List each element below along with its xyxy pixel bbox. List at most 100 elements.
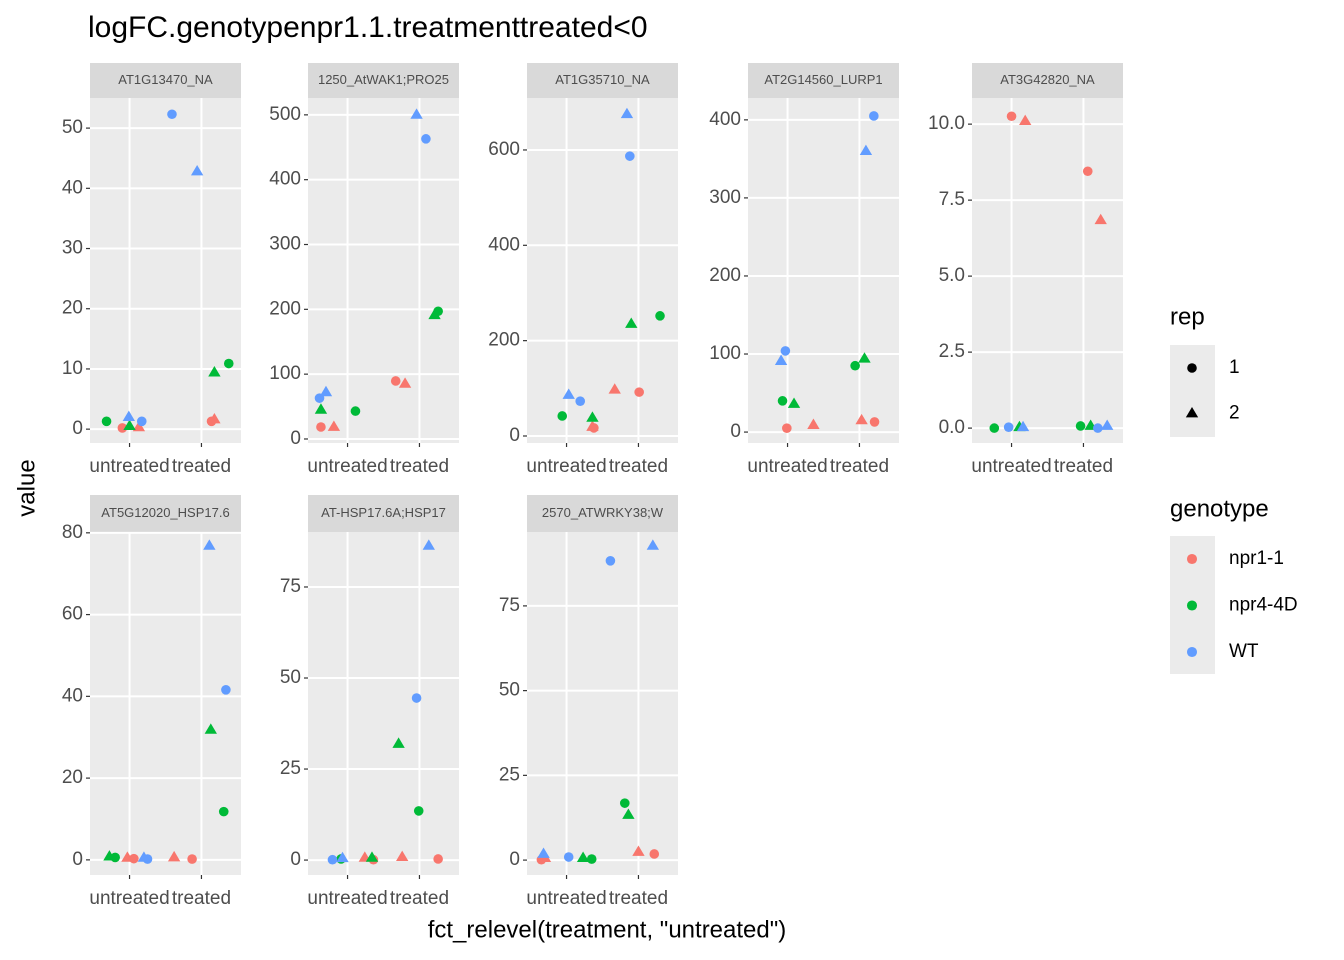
panel-background [527, 532, 678, 875]
y-tick-label: 0 [509, 425, 520, 446]
point [137, 851, 151, 862]
panel-background [527, 98, 678, 443]
y-tick-label: 0 [509, 849, 520, 870]
point [336, 851, 349, 863]
x-tick-label: untreated [307, 888, 387, 909]
strip-background [308, 63, 459, 98]
strip-label: 2570_ATWRKY38;W [542, 505, 664, 520]
point [787, 397, 801, 408]
panel-background [308, 532, 459, 875]
legend-title: rep [1170, 303, 1205, 330]
point [428, 308, 441, 320]
x-tick-label: treated [830, 456, 889, 477]
point [1016, 420, 1030, 432]
point [655, 311, 665, 321]
point [989, 423, 1000, 433]
y-tick-label: 0.0 [939, 417, 965, 438]
point [411, 693, 422, 703]
x-tick-label: treated [390, 888, 449, 909]
point [167, 109, 177, 120]
y-tick-label: 50 [62, 117, 83, 138]
point [117, 423, 128, 433]
point [619, 798, 630, 808]
point [1082, 166, 1093, 177]
y-tick-label: 400 [709, 109, 741, 130]
strip-background [308, 495, 459, 532]
point [204, 723, 217, 734]
point [575, 396, 586, 406]
point [625, 317, 638, 328]
strip-label: AT5G12020_HSP17.6 [101, 505, 229, 520]
point [396, 850, 409, 862]
y-tick-label: 25 [499, 764, 520, 785]
point [562, 388, 575, 399]
x-tick-label: treated [609, 456, 668, 477]
point [649, 849, 660, 859]
point [605, 556, 616, 566]
y-tick-label: 500 [269, 104, 301, 125]
legend-key-background [1170, 345, 1215, 437]
x-axis-label: fct_relevel(treatment, "untreated") [428, 916, 787, 943]
y-tick-label: 400 [488, 234, 520, 255]
point [390, 376, 401, 386]
strip-background [748, 63, 899, 98]
y-tick-label: 300 [269, 234, 301, 255]
point [167, 850, 181, 862]
y-tick-label: 80 [62, 522, 83, 543]
chart-title: logFC.genotypenpr1.1.treatmenttreated<0 [88, 11, 648, 44]
point [327, 854, 338, 865]
y-tick-label: 50 [499, 680, 520, 701]
point [1003, 422, 1014, 432]
strip-background [90, 63, 241, 98]
x-tick-label: untreated [89, 888, 169, 909]
point [557, 411, 568, 421]
point [1093, 423, 1103, 433]
point [103, 850, 116, 861]
point [208, 413, 221, 424]
point [807, 418, 820, 429]
y-tick-label: 0 [72, 418, 83, 439]
point [563, 852, 574, 862]
y-tick-label: 400 [269, 169, 301, 190]
point [1006, 111, 1017, 122]
panel-background [90, 98, 241, 443]
x-tick-label: untreated [747, 456, 827, 477]
point [1075, 421, 1086, 431]
y-tick-label: 100 [709, 343, 741, 364]
point [421, 134, 431, 144]
panel-background [90, 532, 241, 875]
point [850, 360, 860, 371]
point [1101, 419, 1114, 430]
point [327, 420, 341, 431]
y-tick-label: 50 [280, 667, 301, 688]
y-tick-label: 200 [269, 298, 301, 319]
y-tick-label: 0 [72, 849, 83, 870]
point [132, 420, 146, 432]
point [410, 108, 423, 119]
point [622, 808, 635, 819]
point [576, 851, 590, 862]
point [208, 366, 221, 377]
point [121, 851, 134, 862]
strip-background [527, 495, 678, 532]
point [190, 164, 204, 176]
point [586, 420, 599, 431]
y-tick-label: 200 [488, 330, 520, 351]
point [608, 383, 621, 394]
legend-key [1185, 407, 1199, 418]
point [316, 422, 326, 432]
point [855, 413, 868, 425]
point [314, 403, 328, 414]
legend-title: genotype [1170, 495, 1269, 522]
legend-key [1186, 553, 1198, 565]
strip-background [90, 495, 241, 532]
legend-key [1186, 646, 1198, 658]
y-tick-label: 100 [269, 363, 301, 384]
point [223, 358, 234, 369]
y-tick-label: 30 [62, 238, 83, 259]
point [203, 539, 216, 550]
y-tick-label: 0 [290, 849, 301, 870]
x-tick-label: treated [1054, 456, 1113, 477]
point [869, 417, 880, 427]
point [1094, 213, 1107, 225]
